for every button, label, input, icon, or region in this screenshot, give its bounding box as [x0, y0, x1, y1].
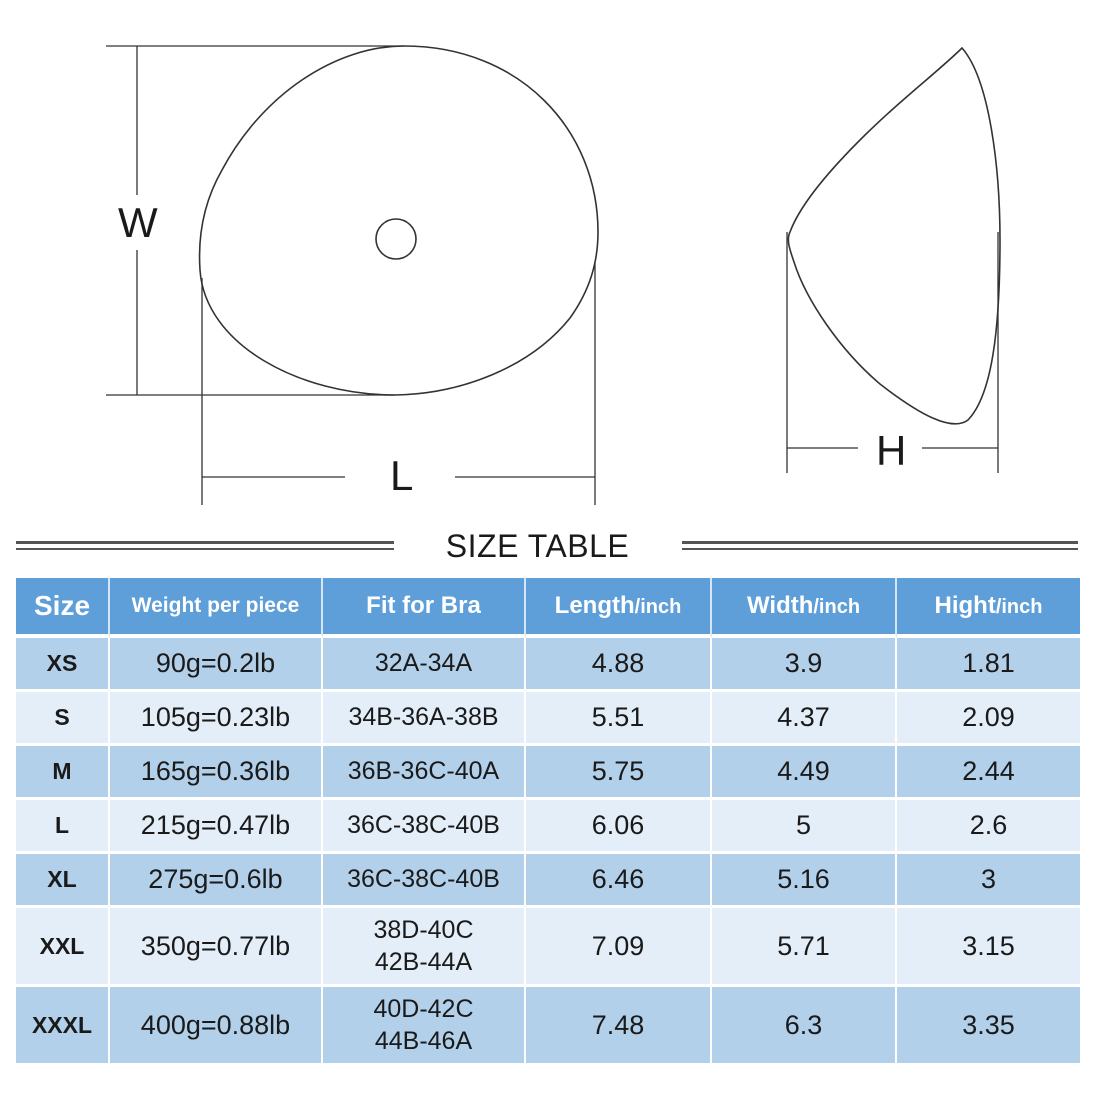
- header-width-unit: /inch: [813, 596, 861, 618]
- cell-width: 4.49: [712, 746, 897, 800]
- cell-fit: 38D-40C 42B-44A: [323, 908, 526, 987]
- header-fit-for-bra: Fit for Bra: [323, 578, 526, 638]
- cell-length: 7.48: [526, 987, 712, 1066]
- title-divider-right: [682, 540, 1078, 552]
- header-length-unit: /inch: [634, 596, 682, 618]
- cell-size: XS: [16, 638, 110, 692]
- cell-length: 4.88: [526, 638, 712, 692]
- side-view-outline: [787, 46, 1001, 425]
- cell-fit-line: 36C-38C-40B: [347, 811, 500, 840]
- cell-length: 5.51: [526, 692, 712, 746]
- header-size: Size: [16, 578, 110, 638]
- size-table-header-row: Size Weight per piece Fit for Bra Length…: [16, 578, 1080, 638]
- table-row: XXXL 400g=0.88lb 40D-42C 44B-46A 7.48 6.3…: [16, 987, 1080, 1066]
- cell-height: 3.15: [897, 908, 1080, 987]
- cell-weight: 215g=0.47lb: [110, 800, 323, 854]
- cell-fit: 36C-38C-40B: [323, 854, 526, 908]
- cell-height: 1.81: [897, 638, 1080, 692]
- cell-width: 6.3: [712, 987, 897, 1066]
- cell-fit-line: 36C-38C-40B: [347, 865, 500, 894]
- cell-weight: 105g=0.23lb: [110, 692, 323, 746]
- cell-fit-line: 32A-34A: [374, 649, 473, 678]
- cell-width: 5.71: [712, 908, 897, 987]
- cell-fit-line: 34B-36A-38B: [348, 703, 499, 732]
- cell-height: 2.6: [897, 800, 1080, 854]
- table-row: M 165g=0.36lb 36B-36C-40A 5.75 4.49 2.44: [16, 746, 1080, 800]
- cell-height: 3.35: [897, 987, 1080, 1066]
- header-width-label: Width: [746, 592, 814, 619]
- cell-height: 2.09: [897, 692, 1080, 746]
- cell-size: M: [16, 746, 110, 800]
- cell-fit: 32A-34A: [323, 638, 526, 692]
- cell-weight: 275g=0.6lb: [110, 854, 323, 908]
- cell-width: 5.16: [712, 854, 897, 908]
- table-row: L 215g=0.47lb 36C-38C-40B 6.06 5 2.6: [16, 800, 1080, 854]
- header-width: Width/inch: [712, 578, 897, 638]
- header-height-label: Hight: [934, 592, 996, 619]
- header-length-label: Length: [554, 592, 635, 619]
- cell-fit: 40D-42C 44B-46A: [323, 987, 526, 1066]
- cell-height: 3: [897, 854, 1080, 908]
- header-height: Hight/inch: [897, 578, 1080, 638]
- size-table-title: SIZE TABLE: [445, 528, 630, 564]
- cell-width: 5: [712, 800, 897, 854]
- table-row: XL 275g=0.6lb 36C-38C-40B 6.46 5.16 3: [16, 854, 1080, 908]
- cell-weight: 400g=0.88lb: [110, 987, 323, 1066]
- header-weight: Weight per piece: [110, 578, 323, 638]
- length-label: L: [390, 452, 414, 499]
- cell-width: 3.9: [712, 638, 897, 692]
- front-view-outline: [198, 45, 599, 396]
- cell-size: XL: [16, 854, 110, 908]
- width-label: W: [118, 199, 158, 246]
- cell-fit: 36C-38C-40B: [323, 800, 526, 854]
- cell-fit-line: 44B-46A: [374, 1027, 473, 1055]
- cell-length: 7.09: [526, 908, 712, 987]
- header-length: Length/inch: [526, 578, 712, 638]
- cell-fit-line: 36B-36C-40A: [347, 757, 500, 786]
- cell-weight: 350g=0.77lb: [110, 908, 323, 987]
- cell-size: XXXL: [16, 987, 110, 1066]
- front-view-center-hole: [375, 218, 417, 260]
- size-table-title-row: SIZE TABLE: [0, 520, 1100, 572]
- cell-fit-line: 42B-44A: [374, 948, 473, 976]
- cell-height: 2.44: [897, 746, 1080, 800]
- table-row: XXL 350g=0.77lb 38D-40C 42B-44A 7.09 5.71…: [16, 908, 1080, 987]
- cell-fit-line: 40D-42C: [373, 994, 474, 1023]
- cell-size: S: [16, 692, 110, 746]
- cell-length: 6.06: [526, 800, 712, 854]
- cell-fit-line: 38D-40C: [373, 915, 474, 944]
- cell-width: 4.37: [712, 692, 897, 746]
- table-row: XS 90g=0.2lb 32A-34A 4.88 3.9 1.81: [16, 638, 1080, 692]
- cell-length: 6.46: [526, 854, 712, 908]
- cell-weight: 165g=0.36lb: [110, 746, 323, 800]
- dimension-drawing: [106, 45, 1001, 505]
- height-label: H: [876, 427, 907, 474]
- cell-length: 5.75: [526, 746, 712, 800]
- header-height-unit: /inch: [995, 596, 1043, 618]
- cell-size: XXL: [16, 908, 110, 987]
- cell-size: L: [16, 800, 110, 854]
- cell-weight: 90g=0.2lb: [110, 638, 323, 692]
- cell-fit: 34B-36A-38B: [323, 692, 526, 746]
- table-row: S 105g=0.23lb 34B-36A-38B 5.51 4.37 2.09: [16, 692, 1080, 746]
- title-divider-left: [16, 540, 394, 552]
- product-dimension-diagram: W L H: [0, 0, 1100, 520]
- cell-fit: 36B-36C-40A: [323, 746, 526, 800]
- size-table: Size Weight per piece Fit for Bra Length…: [16, 578, 1080, 1066]
